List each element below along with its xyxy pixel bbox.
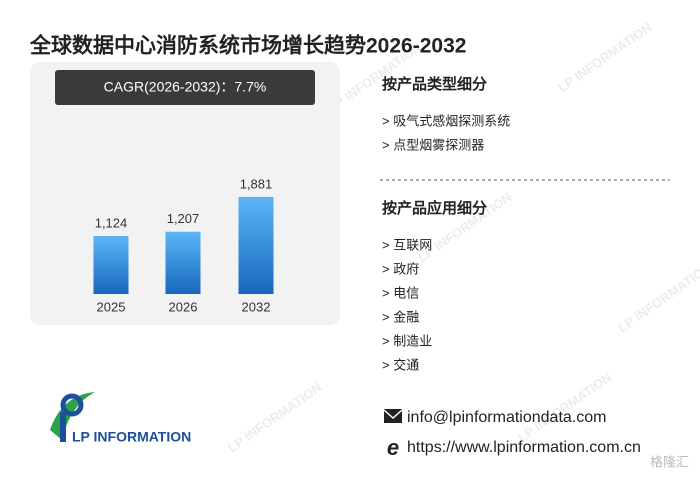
watermark: LP INFORMATION	[615, 259, 700, 335]
value-label: 1,207	[167, 211, 200, 226]
segment-item: > 政府	[382, 261, 419, 276]
segment-item: > 交通	[382, 357, 419, 372]
corner-mark: 格隆汇	[650, 454, 689, 469]
logo: LP INFORMATION	[50, 392, 191, 445]
website: https://www.lpinformation.com.cn	[407, 439, 641, 456]
bar	[93, 236, 129, 294]
cagr-box	[55, 70, 315, 105]
chart-title: 全球数据中心消防系统市场增长趋势2026-2032	[29, 34, 466, 58]
logo-text: LP INFORMATION	[72, 429, 191, 445]
logo-ring	[60, 393, 84, 417]
bar	[165, 231, 201, 294]
watermark: LP INFORMATION	[555, 19, 654, 95]
segment-heading: 按产品应用细分	[382, 199, 487, 217]
bar-chart: 1,124 2025 1,207 2026 1,881 2032	[93, 176, 274, 314]
segment-item: > 制造业	[382, 333, 432, 348]
segment-heading: 按产品类型细分	[382, 75, 487, 93]
segment-item: > 电信	[382, 285, 419, 300]
segment-item: > 互联网	[382, 237, 432, 252]
mail-icon	[384, 409, 402, 423]
x-tick-label: 2026	[169, 299, 198, 314]
mail-icon-flap	[383, 409, 403, 420]
email: info@lpinformationdata.com	[407, 409, 606, 426]
cagr-label: CAGR(2026-2032)：7.7%	[104, 79, 267, 95]
x-tick-label: 2032	[242, 299, 271, 314]
watermark: LP INFORMATION	[515, 369, 614, 445]
x-tick-label: 2025	[97, 299, 126, 314]
segment-item: > 金融	[382, 309, 419, 324]
logo-bar	[60, 412, 66, 442]
bar	[238, 196, 274, 294]
segment-item: > 吸气式感烟探测系统	[382, 113, 510, 128]
segment-item: > 点型烟雾探测器	[382, 137, 484, 152]
web-icon: e	[387, 435, 399, 460]
value-label: 1,124	[95, 215, 128, 230]
watermark: LP INFORMATION	[225, 379, 324, 455]
value-label: 1,881	[240, 176, 273, 191]
